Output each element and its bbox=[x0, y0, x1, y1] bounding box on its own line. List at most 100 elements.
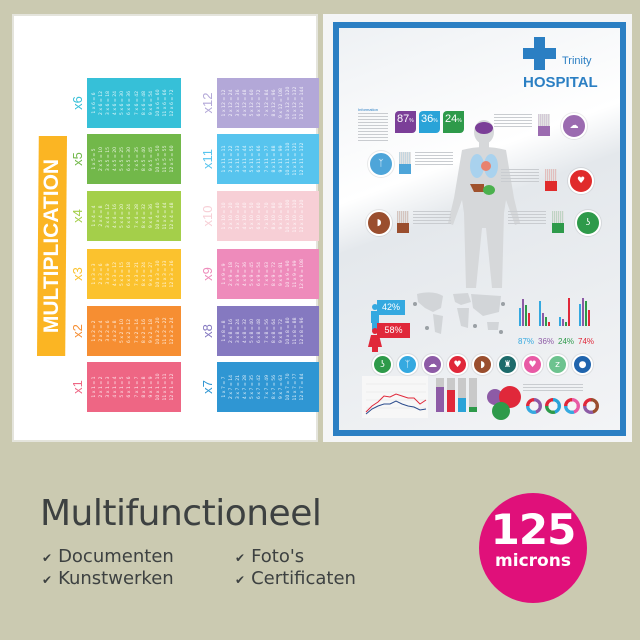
table-row: 8 x 9 = 72 bbox=[271, 261, 277, 287]
human-body-silhouette bbox=[448, 120, 520, 288]
table-row: 3 x 4 = 12 bbox=[106, 203, 112, 229]
table-row: 7 x 2 = 14 bbox=[134, 318, 140, 344]
heart-icon: ♥ bbox=[447, 354, 468, 375]
table-row: 12 x 4 = 48 bbox=[170, 202, 176, 230]
donut-chart bbox=[526, 398, 542, 414]
table-row: 7 x 6 = 42 bbox=[134, 90, 140, 116]
table-row: 3 x 2 = 6 bbox=[106, 320, 112, 342]
bar bbox=[582, 297, 584, 326]
table-row: 12 x 10 = 120 bbox=[300, 199, 306, 233]
table-row: 10 x 9 = 90 bbox=[285, 260, 291, 288]
table-row: 11 x 1 = 11 bbox=[162, 373, 168, 401]
table-row: 2 x 4 = 8 bbox=[99, 205, 105, 227]
lungs-icon: ᛉ bbox=[368, 151, 394, 177]
table-row: 2 x 11 = 22 bbox=[229, 145, 235, 173]
table-row: 1 x 1 = 1 bbox=[92, 376, 97, 398]
mini-grid-chart bbox=[397, 211, 409, 233]
table-row: 10 x 1 = 10 bbox=[155, 373, 161, 401]
table-row: 7 x 8 = 56 bbox=[264, 318, 270, 344]
table-label: x10 bbox=[200, 205, 215, 227]
table-label: x4 bbox=[70, 209, 85, 223]
mini-grid-chart bbox=[538, 114, 550, 136]
table-label: x6 bbox=[70, 96, 85, 110]
table-row: 6 x 11 = 66 bbox=[257, 145, 263, 173]
table-row: 12 x 5 = 60 bbox=[170, 145, 176, 173]
times-table: 1 x 12 = 12 2 x 12 = 24 3 x 12 = 36 4 x 12 … bbox=[217, 78, 319, 128]
table-row: 5 x 5 = 25 bbox=[120, 146, 126, 172]
table-row: 8 x 12 = 96 bbox=[271, 89, 277, 117]
table-row: 3 x 3 = 9 bbox=[106, 263, 112, 285]
table-row: 7 x 10 = 70 bbox=[264, 202, 270, 230]
mini-grid-chart bbox=[552, 211, 564, 233]
feature-item: ✔ Documenten bbox=[42, 546, 174, 567]
table-row: 9 x 12 = 108 bbox=[278, 88, 284, 118]
table-row: 10 x 2 = 20 bbox=[155, 317, 161, 345]
table-row: 6 x 9 = 54 bbox=[257, 261, 263, 287]
table-row: 6 x 8 = 48 bbox=[257, 318, 263, 344]
table-row: 11 x 4 = 44 bbox=[162, 202, 168, 230]
table-row: 11 x 6 = 66 bbox=[162, 89, 168, 117]
table-row: 4 x 7 = 28 bbox=[243, 374, 249, 400]
stacked-bar bbox=[458, 378, 466, 412]
tooth-icon: ♜ bbox=[497, 354, 518, 375]
table-row: 4 x 8 = 32 bbox=[243, 318, 249, 344]
bar bbox=[528, 312, 530, 326]
table-row: 9 x 4 = 36 bbox=[148, 203, 154, 229]
table-row: 8 x 7 = 56 bbox=[271, 374, 277, 400]
medical-cross-icon bbox=[523, 37, 556, 70]
table-label: x11 bbox=[200, 149, 215, 169]
feature-item: ✔ Foto's bbox=[235, 546, 305, 567]
table-row: 12 x 2 = 24 bbox=[170, 317, 176, 345]
stat-unit: % bbox=[409, 118, 414, 124]
table-label: x9 bbox=[200, 267, 215, 281]
table-row: 7 x 7 = 49 bbox=[264, 374, 270, 400]
table-row: 5 x 4 = 20 bbox=[120, 203, 126, 229]
table-label: x5 bbox=[70, 152, 85, 166]
hospital-poster: Trinity HOSPITAL Information 87% 36% 24% ☁… bbox=[323, 14, 632, 442]
feature-item: ✔ Kunstwerken bbox=[42, 568, 174, 589]
table-row: 1 x 8 = 8 bbox=[222, 320, 227, 342]
logo-hospital: HOSPITAL bbox=[523, 74, 598, 91]
table-row: 1 x 6 = 6 bbox=[92, 92, 97, 114]
stat-box: 24% bbox=[443, 111, 464, 133]
table-row: 11 x 2 = 22 bbox=[162, 317, 168, 345]
table-row: 5 x 10 = 50 bbox=[250, 202, 256, 230]
table-row: 6 x 2 = 12 bbox=[127, 318, 133, 344]
table-row: 7 x 4 = 28 bbox=[134, 203, 140, 229]
stacked-bar bbox=[469, 378, 477, 412]
table-row: 4 x 6 = 24 bbox=[113, 90, 119, 116]
stomach-icon: ʖ bbox=[575, 210, 601, 236]
info-text-lines bbox=[358, 113, 388, 143]
bar bbox=[542, 312, 544, 326]
stacked-bar-fill bbox=[436, 386, 444, 412]
table-row: 9 x 5 = 45 bbox=[148, 146, 154, 172]
table-row: 1 x 2 = 2 bbox=[92, 320, 97, 342]
table-row: 1 x 7 = 7 bbox=[222, 376, 227, 398]
thickness-badge: 125 microns bbox=[479, 493, 587, 603]
stat-box: 36% bbox=[419, 111, 440, 133]
table-row: 4 x 3 = 12 bbox=[113, 261, 119, 287]
table-label: x1 bbox=[70, 380, 85, 394]
female-icon bbox=[368, 328, 382, 352]
table-row: 11 x 8 = 88 bbox=[292, 317, 298, 345]
table-row: 5 x 6 = 30 bbox=[120, 90, 126, 116]
table-row: 10 x 5 = 50 bbox=[155, 145, 161, 173]
bar bbox=[522, 299, 524, 326]
table-row: 6 x 3 = 18 bbox=[127, 261, 133, 287]
table-row: 11 x 11 = 121 bbox=[292, 142, 298, 176]
bar-percentage-label: 24% bbox=[558, 337, 575, 346]
apple-icon: ● bbox=[572, 354, 593, 375]
stomach-icon: ʖ bbox=[372, 354, 393, 375]
female-percentage: 58% bbox=[377, 323, 410, 338]
table-row: 1 x 4 = 4 bbox=[92, 205, 97, 227]
table-row: 8 x 5 = 40 bbox=[141, 146, 147, 172]
male-percentage: 42% bbox=[377, 300, 405, 315]
table-row: 4 x 9 = 36 bbox=[243, 261, 249, 287]
table-row: 2 x 7 = 14 bbox=[229, 374, 235, 400]
table-row: 11 x 9 = 99 bbox=[292, 260, 298, 288]
